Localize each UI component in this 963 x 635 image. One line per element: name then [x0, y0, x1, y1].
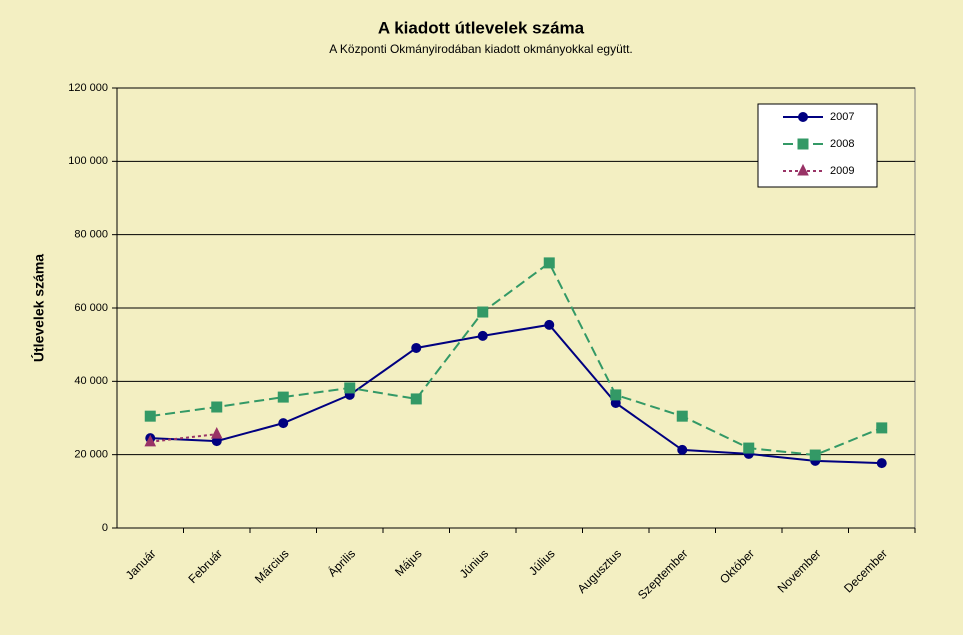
- legend-label: 2009: [830, 165, 854, 177]
- point: [277, 391, 289, 403]
- x-tick-label: Július: [526, 546, 558, 578]
- point: [410, 393, 422, 405]
- point: [876, 458, 887, 469]
- x-tick-label: Június: [457, 546, 491, 580]
- point: [544, 319, 555, 330]
- point: [144, 410, 156, 422]
- y-tick-label: 40 000: [74, 375, 108, 387]
- x-tick-label: Január: [123, 546, 159, 582]
- series-line: [150, 323, 882, 465]
- legend-marker: [798, 112, 808, 122]
- point: [610, 389, 622, 401]
- y-tick-label: 80 000: [74, 229, 108, 241]
- point: [676, 410, 688, 422]
- legend-marker: [797, 163, 809, 176]
- point: [543, 257, 555, 269]
- x-tick-label: Augusztus: [575, 546, 625, 596]
- legend-label: 2007: [830, 111, 854, 123]
- y-tick-label: 0: [102, 522, 108, 534]
- y-tick-label: 120 000: [68, 82, 108, 94]
- x-tick-label: Április: [324, 546, 358, 580]
- chart-subtitle: A Központi Okmányirodában kiadott okmány…: [329, 42, 633, 56]
- x-tick-label: December: [841, 546, 890, 595]
- point: [411, 342, 422, 353]
- point: [743, 442, 755, 454]
- series-line: [150, 433, 217, 443]
- point: [144, 434, 157, 447]
- point: [809, 449, 821, 461]
- x-tick-label: Május: [392, 546, 425, 579]
- chart-title: A kiadott útlevelek száma: [378, 18, 585, 37]
- legend-label: 2008: [830, 138, 854, 150]
- x-tick-label: Október: [717, 546, 757, 586]
- x-tick-label: Március: [252, 546, 292, 586]
- point: [210, 427, 223, 439]
- x-tick-label: Szeptember: [635, 546, 691, 602]
- y-tick-label: 60 000: [74, 302, 108, 314]
- point: [477, 306, 489, 318]
- point: [211, 401, 223, 413]
- x-tick-label: November: [775, 546, 824, 595]
- y-tick-label: 100 000: [68, 155, 108, 167]
- series-line: [150, 261, 883, 457]
- y-tick-label: 20 000: [74, 449, 108, 461]
- y-axis-label: Útlevelek száma: [30, 254, 47, 362]
- x-tick-label: Február: [185, 546, 225, 586]
- point: [278, 418, 289, 429]
- point: [677, 444, 688, 455]
- point: [876, 422, 888, 434]
- point: [344, 382, 356, 394]
- point: [477, 330, 488, 341]
- legend-marker: [797, 138, 809, 150]
